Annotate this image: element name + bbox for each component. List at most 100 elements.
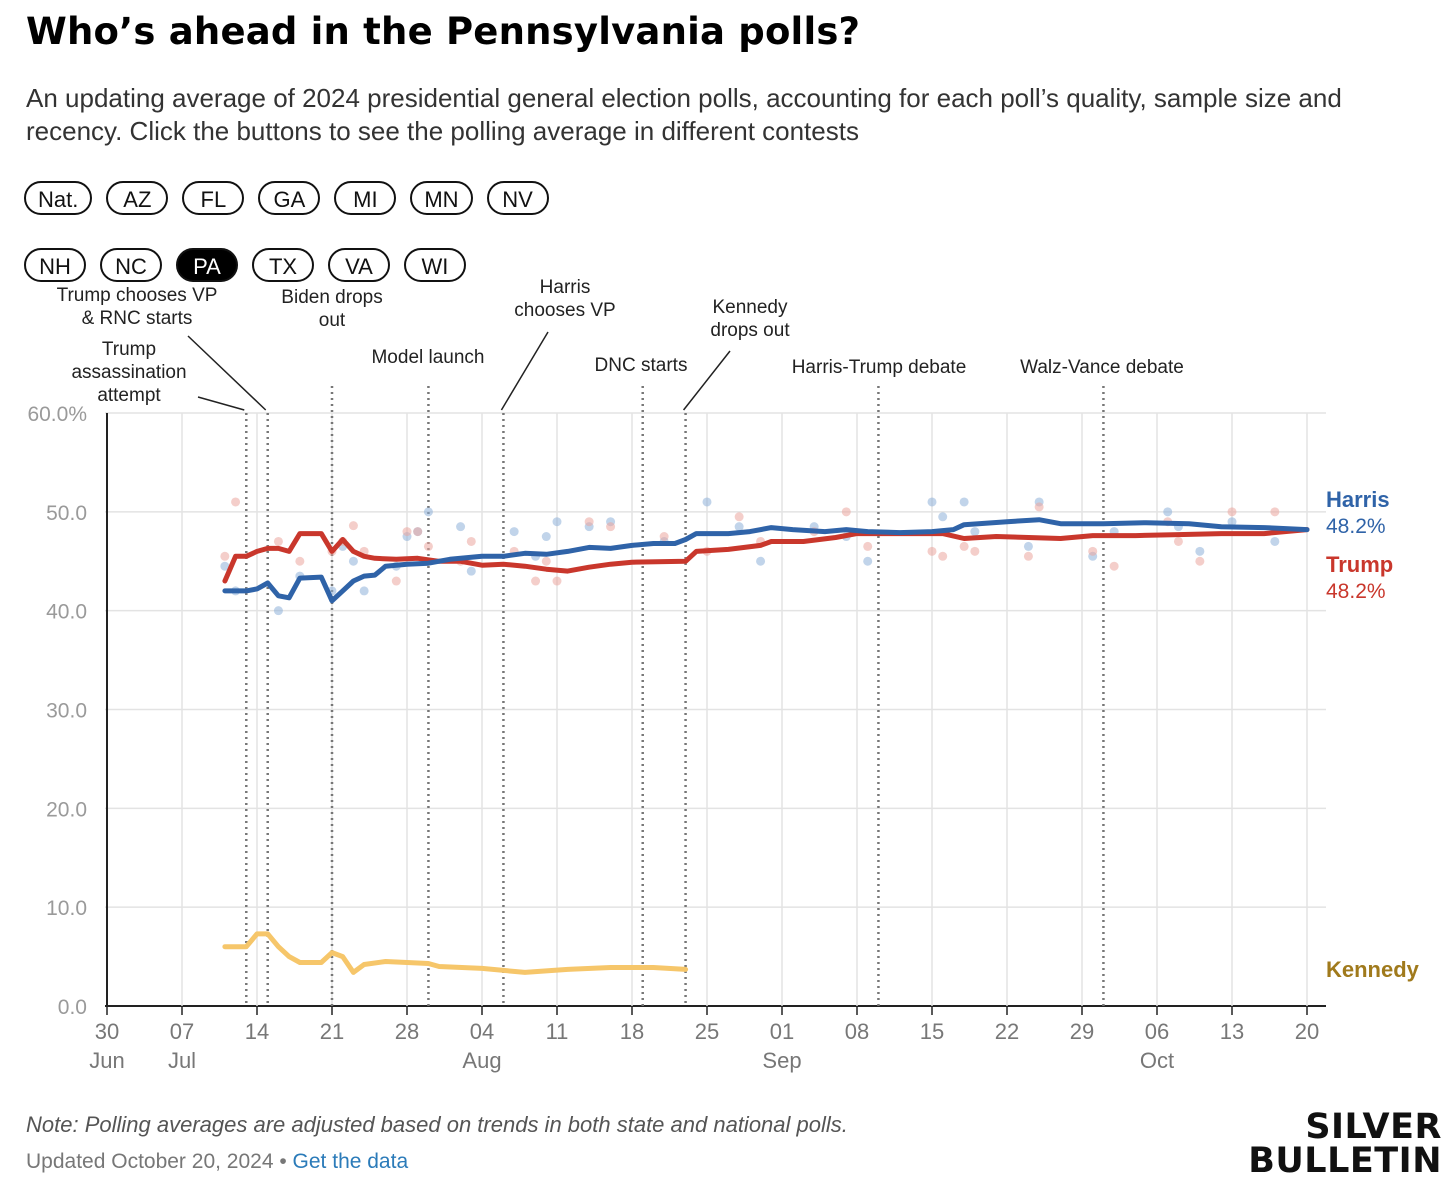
event-label: Harris-Trump debate: [792, 357, 967, 378]
x-tick-month-label: Aug: [462, 1048, 501, 1073]
trump-poll-dot: [1109, 561, 1119, 571]
trump-poll-dot: [970, 546, 980, 556]
x-tick-label: 11: [546, 1019, 569, 1044]
y-tick-label: 10.0: [46, 897, 87, 920]
y-tick-label: 20.0: [46, 798, 87, 821]
trump-poll-dot: [220, 551, 230, 561]
x-tick-label: 08: [845, 1019, 869, 1044]
trump-poll-dot: [863, 541, 873, 551]
trump-poll-dot: [1195, 556, 1205, 566]
contest-button-nh[interactable]: NH: [24, 248, 86, 282]
trump-average-line: [222, 527, 1310, 584]
contest-button-fl[interactable]: FL: [182, 181, 245, 215]
trump-poll-dot: [1023, 551, 1033, 561]
harris-poll-dot: [1270, 536, 1280, 546]
event-label: drops out: [710, 320, 790, 341]
harris-average-line: [222, 517, 1310, 604]
x-tick-label: 22: [995, 1019, 1019, 1044]
harris-poll-dot: [756, 556, 766, 566]
contest-button-az[interactable]: AZ: [106, 181, 169, 215]
trump-poll-dot: [938, 551, 948, 561]
x-tick-label: 07: [170, 1019, 194, 1044]
harris-value-label: 48.2%: [1326, 515, 1386, 538]
contest-button-nv[interactable]: NV: [486, 181, 549, 215]
logo-line-1: SILVER: [1305, 1107, 1442, 1147]
contest-button-nat[interactable]: Nat.: [24, 181, 93, 215]
contest-button-mi[interactable]: MI: [334, 181, 397, 215]
event-label: Harris: [540, 277, 591, 298]
y-tick-label: 0.0: [58, 996, 87, 1019]
trump-poll-dot: [927, 546, 937, 556]
contest-button-wi[interactable]: WI: [404, 248, 466, 282]
harris-poll-dot: [541, 532, 551, 542]
y-tick-label: 30.0: [46, 700, 87, 723]
contest-button-ga[interactable]: GA: [258, 181, 321, 215]
x-tick-month-label: Sep: [762, 1048, 801, 1073]
event-label: Trump: [102, 339, 156, 360]
harris-poll-dot: [970, 527, 980, 537]
contest-button-tx[interactable]: TX: [252, 248, 314, 282]
trump-poll-dot: [734, 512, 744, 522]
harris-poll-dot: [509, 527, 519, 537]
trump-poll-dot: [1270, 507, 1280, 517]
harris-poll-dot: [927, 497, 937, 507]
y-tick-label: 50.0: [46, 502, 87, 525]
harris-poll-dot: [959, 497, 969, 507]
chart-title: Who’s ahead in the Pennsylvania polls?: [26, 10, 861, 53]
x-tick-label: 15: [920, 1019, 944, 1044]
trump-value-label: 48.2%: [1326, 580, 1386, 603]
trump-poll-dot: [959, 541, 969, 551]
x-tick-label: 06: [1145, 1019, 1169, 1044]
trump-poll-dot: [423, 541, 433, 551]
trump-poll-dot: [1088, 546, 1098, 556]
event-label: Trump chooses VP: [57, 285, 218, 306]
contest-button-nc[interactable]: NC: [100, 248, 162, 282]
event-label: Walz-Vance debate: [1020, 357, 1184, 378]
harris-poll-dot: [1195, 546, 1205, 556]
chart-note: Note: Polling averages are adjusted base…: [26, 1112, 848, 1137]
contest-button-mn[interactable]: MN: [410, 181, 473, 215]
get-data-link[interactable]: Get the data: [292, 1150, 409, 1173]
x-tick-label: 18: [620, 1019, 644, 1044]
updated-date: Updated October 20, 2024: [26, 1150, 274, 1173]
trump-poll-dot: [348, 521, 358, 531]
trump-poll-dot: [295, 556, 305, 566]
event-label: & RNC starts: [82, 308, 193, 329]
trump-series-label: Trump: [1326, 552, 1393, 577]
x-tick-label: 01: [770, 1019, 794, 1044]
event-label: chooses VP: [514, 300, 615, 321]
trump-poll-dot: [1173, 536, 1183, 546]
harris-poll-dot: [348, 556, 358, 566]
event-leader-line: [197, 396, 245, 411]
x-tick-label: 13: [1220, 1019, 1244, 1044]
silver-bulletin-logo: SILVER BULLETIN: [1248, 1107, 1442, 1181]
x-tick-label: 30: [95, 1019, 119, 1044]
harris-poll-dot: [552, 517, 562, 527]
event-label: Model launch: [371, 347, 484, 368]
contest-button-va[interactable]: VA: [328, 248, 390, 282]
event-label: Biden drops: [281, 287, 382, 308]
kennedy-average-line: [222, 931, 689, 975]
trump-poll-dot: [391, 576, 401, 586]
chart-subtitle: An updating average of 2024 presidential…: [26, 83, 1342, 146]
contest-button-pa[interactable]: PA: [176, 248, 238, 282]
trump-poll-dot: [584, 517, 594, 527]
trump-poll-dot: [541, 556, 551, 566]
harris-poll-dot: [220, 561, 230, 571]
trump-poll-dot: [552, 576, 562, 586]
logo-line-2: BULLETIN: [1248, 1141, 1442, 1181]
kennedy-series-label: Kennedy: [1326, 957, 1420, 982]
event-leader-line: [682, 350, 731, 411]
trump-poll-dot: [841, 507, 851, 517]
x-tick-label: 04: [470, 1019, 494, 1044]
harris-poll-dot: [423, 507, 433, 517]
harris-poll-dot: [1023, 541, 1033, 551]
trump-poll-dot: [231, 497, 241, 507]
harris-poll-dot: [359, 586, 369, 596]
y-tick-label: 40.0: [46, 601, 87, 624]
trump-poll-dot: [466, 536, 476, 546]
trump-poll-dot: [606, 522, 616, 532]
trump-poll-dot: [659, 532, 669, 542]
event-label: out: [319, 310, 346, 331]
